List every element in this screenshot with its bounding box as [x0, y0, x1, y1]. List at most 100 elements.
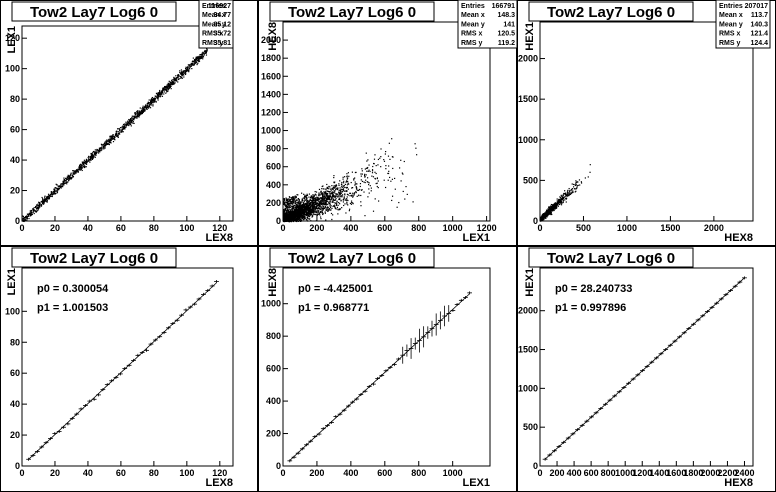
scatter-point [339, 187, 341, 189]
scatter-point [33, 207, 35, 209]
scatter-point [202, 58, 204, 60]
scatter-point [186, 67, 189, 69]
scatter-point [383, 159, 385, 161]
scatter-point [113, 136, 116, 138]
scatter-point [334, 208, 337, 210]
y-tick-label: 0 [15, 216, 20, 226]
scatter-point [120, 131, 122, 133]
scatter-point [331, 187, 333, 189]
scatter-point [303, 219, 305, 221]
scatter-point [299, 204, 301, 206]
scatter-point [316, 208, 318, 210]
scatter-point [572, 186, 575, 188]
scatter-point [47, 198, 50, 200]
scatter-point [160, 95, 162, 97]
scatter-point [306, 199, 308, 202]
scatter-point [48, 197, 51, 199]
scatter-point [353, 179, 355, 181]
scatter-point [301, 213, 303, 215]
scatter-point [352, 203, 354, 205]
scatter-point [564, 192, 567, 194]
scatter-point [134, 117, 136, 119]
scatter-point [88, 155, 90, 157]
scatter-point [300, 216, 302, 218]
scatter-point [78, 166, 81, 168]
scatter-point [30, 211, 32, 214]
scatter-point [82, 166, 84, 168]
scatter-point [562, 201, 564, 203]
scatter-point [193, 64, 195, 66]
scatter-point [325, 209, 327, 211]
scatter-point [543, 216, 545, 219]
scatter-point [66, 176, 68, 178]
scatter-point [322, 200, 324, 202]
scatter-point [173, 83, 175, 85]
scatter-point [297, 194, 299, 196]
scatter-point [70, 173, 72, 175]
scatter-point [285, 207, 287, 209]
chart-panel-3: 0 500 1000 1500 20000500100015002000HEX8HEX1… [517, 0, 776, 246]
scatter-point [555, 207, 557, 209]
scatter-point [332, 199, 334, 201]
scatter-point [96, 149, 98, 151]
fit-parameter: p0 = 0.300054 [37, 283, 109, 295]
scatter-point [77, 169, 79, 171]
scatter-point [149, 103, 151, 105]
scatter-point [325, 204, 327, 206]
scatter-point [299, 209, 302, 211]
scatter-point [331, 207, 333, 210]
scatter-point [284, 218, 286, 220]
scatter-point [313, 197, 315, 200]
scatter-point [320, 201, 322, 203]
scatter-point [315, 194, 317, 196]
scatter-point [322, 199, 325, 201]
scatter-point [311, 196, 313, 198]
data-series [22, 46, 208, 223]
scatter-point [565, 194, 567, 196]
scatter-point [304, 207, 306, 209]
scatter-point [143, 109, 146, 111]
scatter-point [384, 186, 387, 189]
scatter-point [154, 97, 157, 99]
scatter-point [315, 198, 317, 200]
scatter-point [287, 198, 289, 200]
scatter-point [564, 190, 566, 192]
scatter-point [549, 208, 551, 211]
scatter-point [335, 184, 338, 187]
scatter-point [43, 199, 45, 201]
scatter-point [285, 218, 287, 220]
scatter-point [202, 55, 204, 57]
scatter-point [302, 206, 304, 209]
scatter-point [367, 181, 369, 183]
scatter-point [22, 215, 24, 217]
scatter-point [308, 213, 310, 215]
scatter-point [117, 132, 120, 135]
scatter-point [347, 180, 349, 183]
scatter-point [306, 194, 309, 196]
scatter-point [561, 196, 563, 198]
scatter-point [22, 215, 25, 218]
scatter-point [306, 201, 308, 204]
scatter-point [103, 145, 105, 147]
scatter-point [308, 207, 310, 209]
scatter-point [75, 170, 77, 172]
scatter-point [141, 109, 143, 111]
scatter-point [122, 128, 124, 131]
scatter-point [67, 181, 69, 183]
scatter-point [184, 72, 186, 74]
scatter-point [288, 207, 291, 209]
scatter-point [28, 217, 30, 220]
scatter-point [302, 197, 304, 199]
scatter-point [43, 198, 46, 200]
scatter-point [333, 199, 335, 201]
scatter-point [44, 199, 46, 202]
y-tick-label: 40 [10, 155, 20, 165]
scatter-point [62, 180, 64, 182]
scatter-point [290, 220, 292, 223]
scatter-point [187, 64, 189, 66]
scatter-point [559, 201, 561, 204]
scatter-point [326, 183, 328, 186]
scatter-point [167, 84, 169, 86]
scatter-point [81, 169, 83, 172]
scatter-point [100, 149, 102, 152]
